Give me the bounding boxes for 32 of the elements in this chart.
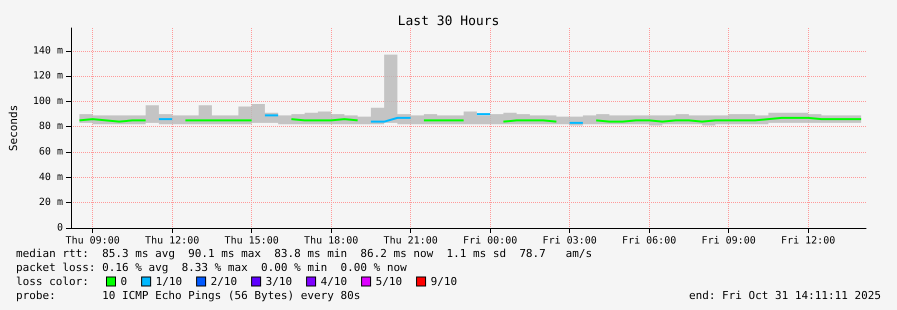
y-tick-label: 140 m <box>32 45 63 56</box>
y-tick-label: 60 m <box>38 146 63 158</box>
x-tick-label: Fri 12:00 <box>781 236 836 246</box>
legend-label: 3/10 <box>266 275 292 288</box>
y-tick-label: 20 m <box>38 197 63 208</box>
y-axis-title: Seconds <box>7 104 20 152</box>
x-tick-label: Fri 06:00 <box>622 236 676 246</box>
legend-label: 0 <box>120 275 128 288</box>
legend-label: 1/10 <box>156 275 182 288</box>
text: packet loss: 0.16 % avg 8.33 % max 0.00 % min 0.00 % now <box>16 261 408 274</box>
legend-title: loss color: <box>16 275 89 288</box>
legend-label: 9/10 <box>430 275 458 288</box>
x-tick-label: Thu 18:00 <box>304 236 358 246</box>
text: median rtt: 85.3 ms avg 90.1 ms max 83.8 ms min 86.2 ms now 1.1 ms sd 78.7 am/s <box>16 247 592 260</box>
text: probe: 10 ICMP Echo Pings (56 Bytes) every 80s <box>16 289 360 302</box>
legend-label: 5/10 <box>376 275 402 288</box>
y-tick-label: 80 m <box>38 121 63 132</box>
x-tick-label: Fri 00:00 <box>463 236 518 246</box>
legend-label: 4/10 <box>320 275 348 288</box>
y-tick-label: 100 m <box>32 96 63 107</box>
y-tick-label: 120 m <box>32 70 63 82</box>
legend-label: 2/10 <box>210 275 238 288</box>
x-tick-label: Thu 21:00 <box>384 236 438 246</box>
y-tick-label: 0 <box>56 222 63 234</box>
x-tick-label: Fri 03:00 <box>542 236 597 246</box>
x-tick-label: Thu 09:00 <box>66 236 120 246</box>
x-tick-label: Thu 15:00 <box>224 236 279 246</box>
y-tick-label: 40 m <box>38 172 63 183</box>
text: end: Fri Oct 31 14:11:11 2025 <box>688 289 882 302</box>
x-tick-label: Fri 09:00 <box>702 236 756 246</box>
chart-title: Last 30 Hours <box>398 14 500 29</box>
x-tick-label: Thu 12:00 <box>145 236 200 246</box>
